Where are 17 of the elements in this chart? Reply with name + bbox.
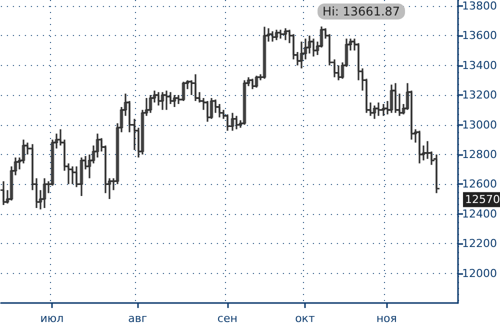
text: 12570	[465, 193, 500, 206]
x-tick-label: ноя	[376, 312, 397, 325]
y-tick-label: 13400	[462, 58, 498, 72]
y-tick-label: 13000	[462, 118, 498, 132]
y-tick-label: 12400	[462, 207, 498, 220]
annotation: Hi: 13661.87	[322, 4, 400, 18]
y-tick-label: 13200	[462, 88, 498, 102]
y-tick-label: 13600	[462, 29, 498, 42]
x-tick-label: сен	[217, 312, 238, 325]
x-tick-label: авг	[128, 312, 148, 325]
x-tick-label: окт	[295, 312, 316, 325]
y-tick-label: 12000	[462, 266, 498, 280]
y-tick-label: 12800	[462, 148, 498, 161]
y-tick-label: 13800	[462, 0, 498, 12]
x-tick-label: июл	[40, 312, 64, 325]
y-tick-label: 12200	[462, 237, 498, 250]
y-tick-label: 12600	[462, 178, 498, 191]
